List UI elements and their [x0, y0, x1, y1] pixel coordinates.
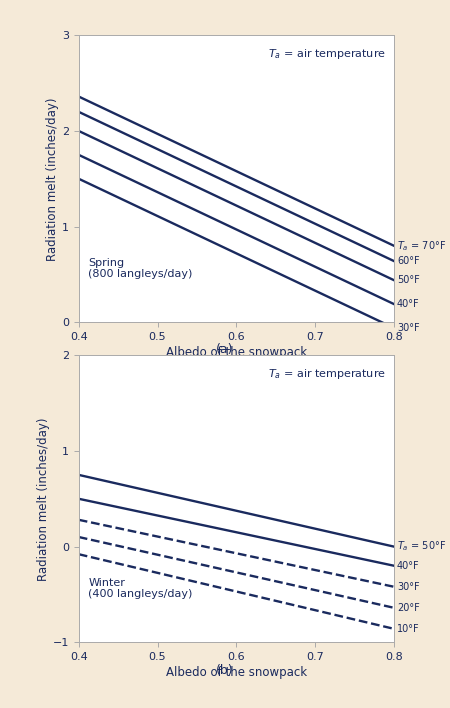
Text: 30°F: 30°F — [397, 323, 419, 333]
Text: 60°F: 60°F — [397, 256, 419, 266]
Text: $T_{a}$ = air temperature: $T_{a}$ = air temperature — [268, 47, 386, 61]
Text: $T_{a}$ = 50°F: $T_{a}$ = 50°F — [397, 539, 446, 554]
Text: 20°F: 20°F — [397, 603, 420, 612]
Text: 10°F: 10°F — [397, 624, 419, 634]
Text: Spring
(800 langleys/day): Spring (800 langleys/day) — [88, 258, 193, 279]
Text: 50°F: 50°F — [397, 275, 420, 285]
Text: 40°F: 40°F — [397, 299, 419, 309]
Text: 30°F: 30°F — [397, 582, 419, 592]
Text: $T_{a}$ = 70°F: $T_{a}$ = 70°F — [397, 239, 446, 253]
Y-axis label: Radiation melt (inches/day): Radiation melt (inches/day) — [46, 97, 59, 261]
Text: (a): (a) — [216, 343, 234, 356]
Text: 40°F: 40°F — [397, 561, 419, 571]
Text: Winter
(400 langleys/day): Winter (400 langleys/day) — [88, 578, 193, 599]
Text: (b): (b) — [216, 664, 234, 677]
X-axis label: Albedo of the snowpack: Albedo of the snowpack — [166, 346, 307, 359]
Text: $T_{a}$ = air temperature: $T_{a}$ = air temperature — [268, 367, 386, 381]
X-axis label: Albedo of the snowpack: Albedo of the snowpack — [166, 666, 307, 679]
Y-axis label: Radiation melt (inches/day): Radiation melt (inches/day) — [37, 417, 50, 581]
